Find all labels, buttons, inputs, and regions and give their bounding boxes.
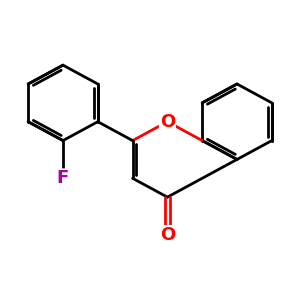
Text: O: O — [160, 226, 175, 244]
Text: F: F — [57, 169, 69, 187]
Text: O: O — [160, 113, 175, 131]
